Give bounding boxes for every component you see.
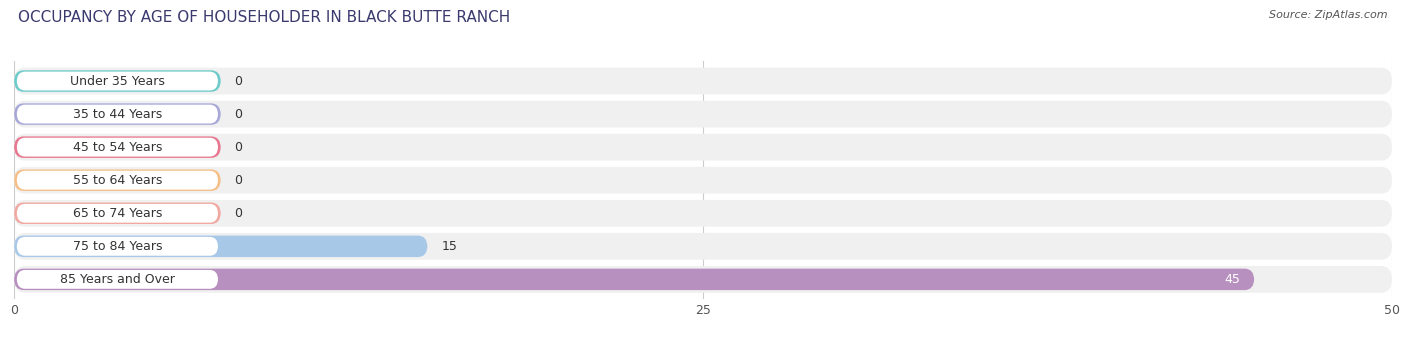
FancyBboxPatch shape (14, 236, 427, 257)
FancyBboxPatch shape (14, 169, 221, 191)
FancyBboxPatch shape (14, 103, 221, 125)
FancyBboxPatch shape (14, 70, 221, 92)
FancyBboxPatch shape (17, 105, 218, 123)
FancyBboxPatch shape (14, 136, 221, 158)
FancyBboxPatch shape (14, 266, 1392, 293)
FancyBboxPatch shape (17, 72, 218, 90)
Text: 0: 0 (235, 207, 242, 220)
Text: 55 to 64 Years: 55 to 64 Years (73, 174, 162, 187)
Text: Source: ZipAtlas.com: Source: ZipAtlas.com (1270, 10, 1388, 20)
FancyBboxPatch shape (14, 101, 1392, 128)
FancyBboxPatch shape (17, 270, 218, 289)
FancyBboxPatch shape (14, 269, 1254, 290)
Text: 15: 15 (441, 240, 457, 253)
FancyBboxPatch shape (14, 203, 221, 224)
FancyBboxPatch shape (14, 233, 1392, 260)
FancyBboxPatch shape (14, 200, 1392, 227)
Text: 35 to 44 Years: 35 to 44 Years (73, 107, 162, 121)
Text: 85 Years and Over: 85 Years and Over (60, 273, 174, 286)
FancyBboxPatch shape (17, 171, 218, 190)
FancyBboxPatch shape (14, 134, 1392, 160)
FancyBboxPatch shape (17, 237, 218, 256)
Text: 45 to 54 Years: 45 to 54 Years (73, 141, 162, 154)
FancyBboxPatch shape (17, 138, 218, 156)
Text: OCCUPANCY BY AGE OF HOUSEHOLDER IN BLACK BUTTE RANCH: OCCUPANCY BY AGE OF HOUSEHOLDER IN BLACK… (18, 10, 510, 25)
Text: 65 to 74 Years: 65 to 74 Years (73, 207, 162, 220)
Text: 0: 0 (235, 107, 242, 121)
Text: 0: 0 (235, 74, 242, 87)
Text: 75 to 84 Years: 75 to 84 Years (73, 240, 162, 253)
Text: Under 35 Years: Under 35 Years (70, 74, 165, 87)
FancyBboxPatch shape (14, 68, 1392, 95)
FancyBboxPatch shape (14, 167, 1392, 193)
Text: 0: 0 (235, 141, 242, 154)
Text: 45: 45 (1225, 273, 1240, 286)
FancyBboxPatch shape (17, 204, 218, 223)
Text: 0: 0 (235, 174, 242, 187)
